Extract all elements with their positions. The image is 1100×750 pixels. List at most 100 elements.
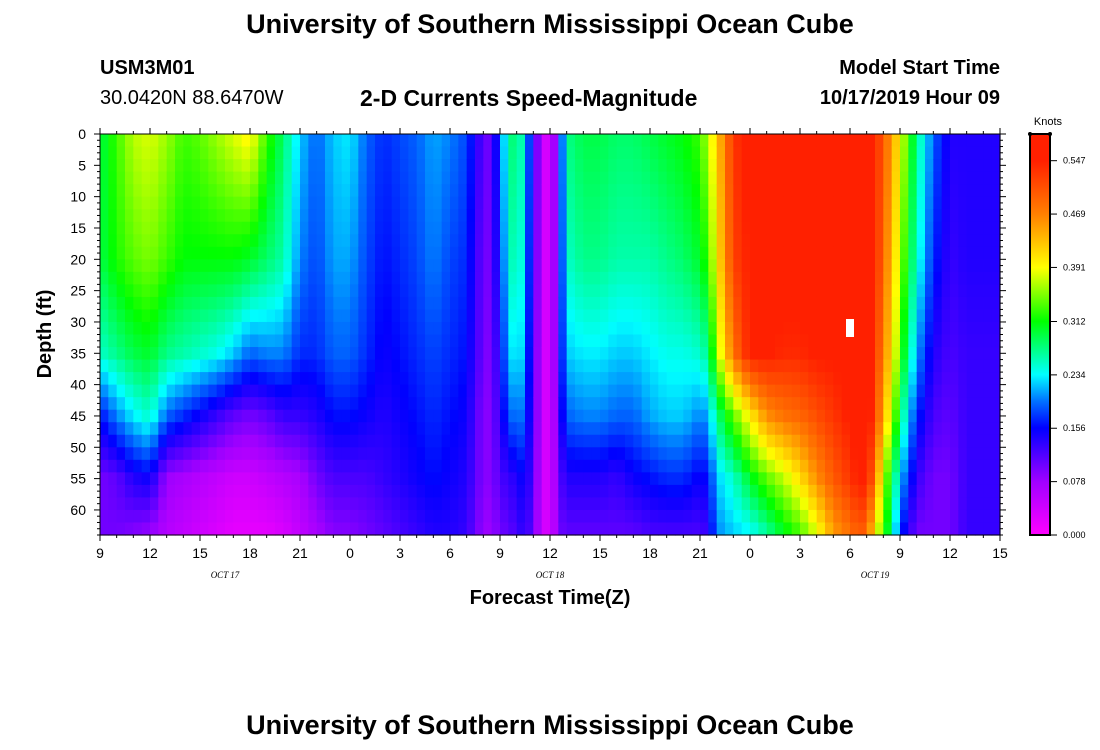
heatmap-cell — [441, 234, 451, 248]
heatmap-cell — [150, 184, 159, 198]
heatmap-cell — [175, 359, 184, 373]
heatmap-cell — [125, 334, 134, 348]
heatmap-cell — [883, 334, 893, 348]
heatmap-cell — [466, 359, 476, 373]
heatmap-cell — [358, 484, 368, 499]
heatmap-cell — [558, 372, 568, 386]
heatmap-cell — [533, 184, 543, 198]
heatmap-cell — [841, 334, 851, 348]
heatmap-cell — [950, 296, 959, 311]
heatmap-cell — [675, 246, 684, 260]
heatmap-cell — [125, 246, 134, 260]
heatmap-cell — [708, 296, 718, 311]
heatmap-cell — [516, 171, 526, 185]
heatmap-cell — [216, 296, 226, 311]
heatmap-cell — [525, 484, 534, 499]
x-tick-label: 18 — [642, 545, 658, 561]
heatmap-cell — [133, 221, 143, 235]
heatmap-cell — [100, 509, 109, 524]
heatmap-cell — [541, 484, 551, 499]
heatmap-cell — [666, 309, 676, 323]
heatmap-cell — [750, 309, 759, 323]
heatmap-cell — [425, 309, 434, 323]
heatmap-cell — [775, 146, 784, 160]
heatmap-cell — [250, 321, 259, 336]
heatmap-cell — [766, 509, 776, 524]
heatmap-cell — [891, 321, 901, 336]
heatmap-cell — [525, 309, 534, 323]
heatmap-cell — [658, 234, 668, 248]
heatmap-cell — [400, 434, 409, 448]
x-tick-label: 18 — [242, 545, 258, 561]
heatmap-cell — [266, 509, 276, 524]
heatmap-cell — [566, 522, 576, 536]
heatmap-cell — [566, 459, 576, 473]
heatmap-cell — [116, 271, 126, 285]
heatmap-cell — [208, 372, 218, 386]
heatmap-cell — [850, 484, 859, 499]
heatmap-cell — [866, 372, 876, 386]
heatmap-cell — [100, 271, 109, 285]
heatmap-cell — [358, 409, 368, 423]
heatmap-cell — [883, 459, 893, 473]
heatmap-cell — [908, 422, 918, 436]
heatmap-cell — [250, 196, 259, 210]
heatmap-cell — [341, 497, 351, 511]
heatmap-cell — [375, 509, 384, 524]
heatmap-cell — [983, 472, 993, 486]
heatmap-cell — [391, 246, 401, 260]
heatmap-cell — [250, 447, 259, 461]
heatmap-cell — [491, 522, 501, 536]
heatmap-cell — [916, 459, 926, 473]
heatmap-cell — [416, 509, 426, 524]
heatmap-cell — [200, 184, 209, 198]
heatmap-cell — [891, 372, 901, 386]
heatmap-cell — [283, 209, 293, 223]
heatmap-cell — [933, 522, 943, 536]
heatmap-cell — [208, 472, 218, 486]
heatmap-cell — [983, 234, 993, 248]
heatmap-cell — [483, 146, 493, 160]
heatmap-cell — [541, 434, 551, 448]
heatmap-cell — [350, 459, 359, 473]
heatmap-cell — [833, 321, 843, 336]
heatmap-cell — [325, 509, 334, 524]
heatmap-cell — [225, 321, 234, 336]
heatmap-cell — [366, 259, 376, 273]
heatmap-cell — [966, 447, 976, 461]
heatmap-cell — [966, 347, 976, 361]
heatmap-cell — [391, 447, 401, 461]
heatmap-cell — [983, 409, 993, 423]
heatmap-cell — [958, 134, 968, 148]
heatmap-cell — [591, 472, 601, 486]
heatmap-cell — [216, 221, 226, 235]
heatmap-cell — [216, 334, 226, 348]
heatmap-cell — [466, 509, 476, 524]
heatmap-cell — [741, 522, 751, 536]
heatmap-cell — [925, 372, 934, 386]
heatmap-cell — [783, 347, 793, 361]
heatmap-cell — [750, 422, 759, 436]
heatmap-cell — [975, 209, 984, 223]
heatmap-cell — [125, 234, 134, 248]
heatmap-cell — [766, 271, 776, 285]
heatmap-cell — [466, 209, 476, 223]
heatmap-cell — [241, 397, 251, 411]
heatmap-cell — [150, 196, 159, 210]
heatmap-cell — [741, 284, 751, 298]
heatmap-cell — [200, 509, 209, 524]
heatmap-cell — [525, 472, 534, 486]
heatmap-cell — [333, 497, 343, 511]
heatmap-cell — [841, 384, 851, 398]
heatmap-cell — [116, 497, 126, 511]
heatmap-cell — [266, 209, 276, 223]
heatmap-cell — [800, 447, 809, 461]
heatmap-cell — [125, 359, 134, 373]
heatmap-cell — [291, 171, 301, 185]
heatmap-cell — [216, 284, 226, 298]
heatmap-cell — [475, 309, 484, 323]
heatmap-cell — [725, 284, 734, 298]
heatmap-cell — [341, 447, 351, 461]
heatmap-cell — [833, 447, 843, 461]
heatmap-cell — [950, 447, 959, 461]
